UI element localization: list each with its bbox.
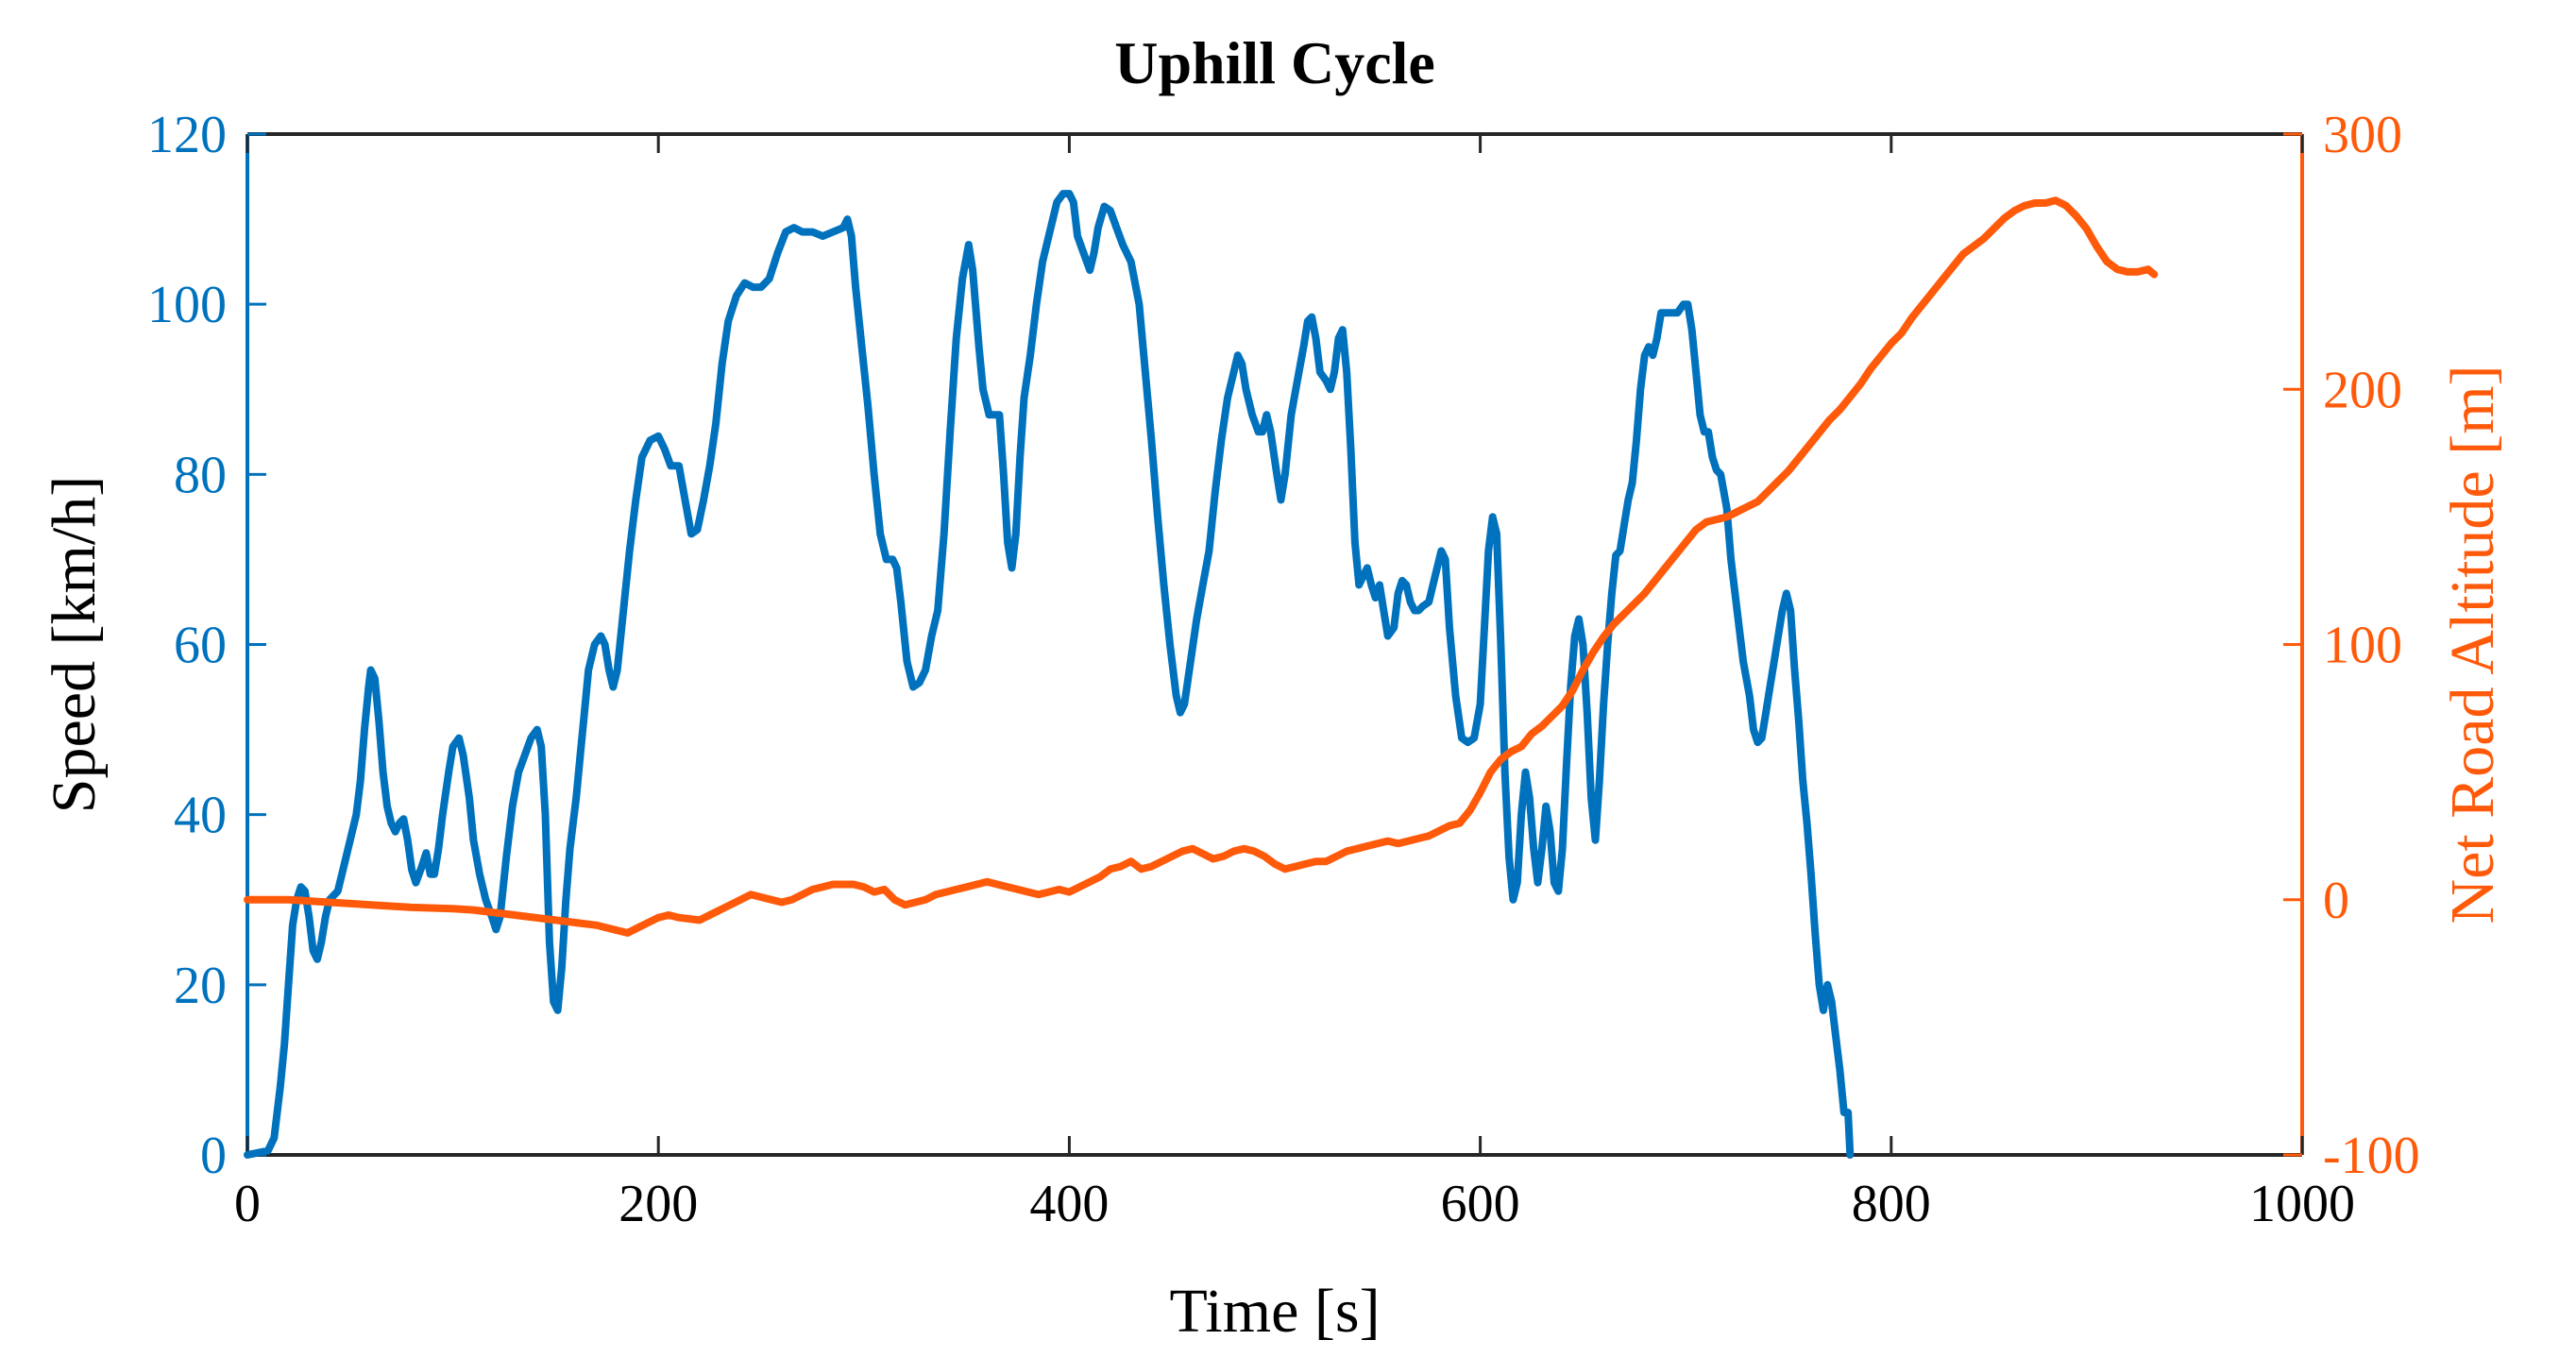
labels-group: 0 200 400 600 800 1000 0 20 40 60 80 100 120 -100 0 100… bbox=[40, 29, 2507, 1346]
chart-title: Uphill Cycle bbox=[1114, 29, 1435, 96]
left-y-tick-label: 120 bbox=[147, 106, 227, 164]
x-tick-label: 600 bbox=[1441, 1175, 1520, 1233]
left-y-tick-label: 80 bbox=[174, 446, 227, 504]
left-y-tick-label: 100 bbox=[147, 276, 227, 334]
altitude-series-line bbox=[244, 196, 2159, 937]
right-y-axis-label: Net Road Altitude [m] bbox=[2438, 365, 2507, 924]
x-tick-label: 400 bbox=[1029, 1175, 1109, 1233]
right-y-tick-label: 100 bbox=[2323, 617, 2402, 675]
x-tick-label: 1000 bbox=[2249, 1175, 2355, 1233]
left-y-tick-label: 60 bbox=[174, 617, 227, 675]
x-tick-label: 800 bbox=[1852, 1175, 1931, 1233]
left-y-axis-label: Speed [km/h] bbox=[40, 476, 109, 813]
left-y-tick-label: 40 bbox=[174, 787, 227, 845]
right-y-tick-label: 300 bbox=[2323, 106, 2402, 164]
right-y-tick-label: 0 bbox=[2323, 872, 2349, 930]
x-axis-label: Time [s] bbox=[1169, 1277, 1380, 1346]
axes-group bbox=[246, 132, 2304, 1157]
x-tick-label: 0 bbox=[234, 1175, 261, 1233]
speed-series-line bbox=[244, 190, 1855, 1159]
x-tick-label: 200 bbox=[619, 1175, 698, 1233]
left-y-tick-label: 0 bbox=[200, 1127, 227, 1185]
right-y-tick-label: 200 bbox=[2323, 361, 2402, 419]
series-group bbox=[244, 190, 2159, 1159]
left-y-tick-label: 20 bbox=[174, 957, 227, 1015]
right-y-tick-label: -100 bbox=[2323, 1127, 2420, 1185]
